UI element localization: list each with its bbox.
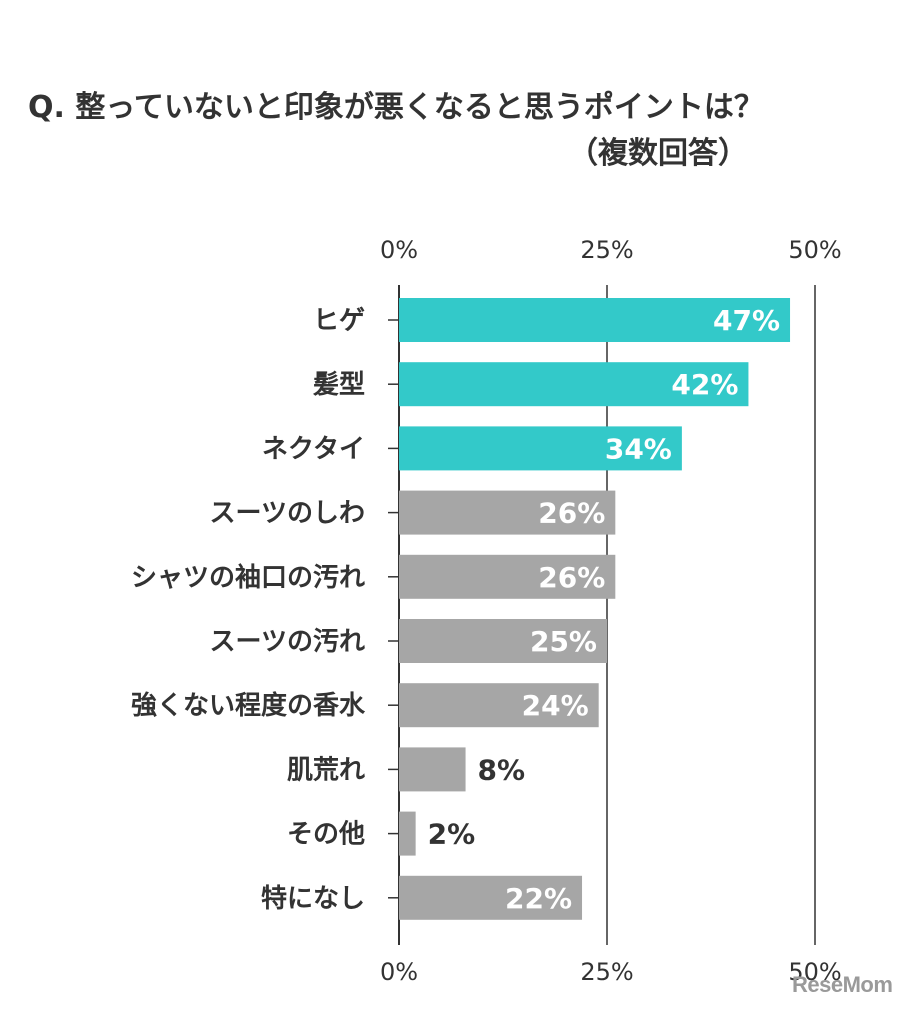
value-label: 24% [522, 689, 589, 722]
value-label: 22% [505, 882, 572, 915]
bar [399, 426, 682, 471]
value-label: 8% [478, 753, 526, 786]
bar [399, 747, 466, 792]
bar [399, 875, 583, 920]
bar [399, 811, 416, 856]
value-label: 34% [605, 432, 672, 465]
value-label: 25% [530, 625, 597, 658]
bar [399, 490, 616, 535]
x-tick-label-top: 25% [580, 236, 633, 264]
x-tick-label-bottom: 0% [380, 958, 418, 986]
bar [399, 683, 599, 728]
category-label: スーツのしわ [210, 499, 365, 529]
x-tick-label-bottom: 50% [788, 958, 841, 986]
value-label: 2% [428, 818, 476, 851]
chart-title: Q. 整っていないと印象が悪くなると思うポイントは？ [28, 90, 764, 125]
chart-subtitle: （複数回答） [568, 136, 748, 171]
bar [399, 298, 791, 342]
value-label: 42% [671, 368, 738, 401]
category-label: 強くない程度の香水 [131, 690, 366, 721]
x-tick-label-top: 50% [788, 236, 841, 264]
value-label: 26% [538, 561, 605, 594]
category-label: 特になし [261, 883, 365, 914]
value-label: 26% [538, 497, 605, 530]
category-label: ヒゲ [313, 306, 365, 336]
resemom-logo: ReseMom [792, 972, 893, 997]
bar [399, 362, 749, 407]
bar [399, 619, 607, 663]
category-label: 髪型 [312, 370, 365, 400]
category-label: 肌荒れ [287, 755, 365, 785]
bar [399, 554, 616, 599]
category-label: ネクタイ [262, 434, 365, 464]
x-tick-label-top: 0% [380, 236, 418, 264]
category-label: シャツの袖口の汚れ [131, 562, 365, 593]
value-label: 47% [713, 304, 780, 337]
category-label: その他 [287, 820, 365, 850]
category-label: スーツの汚れ [210, 627, 365, 657]
x-tick-label-bottom: 25% [580, 958, 633, 986]
